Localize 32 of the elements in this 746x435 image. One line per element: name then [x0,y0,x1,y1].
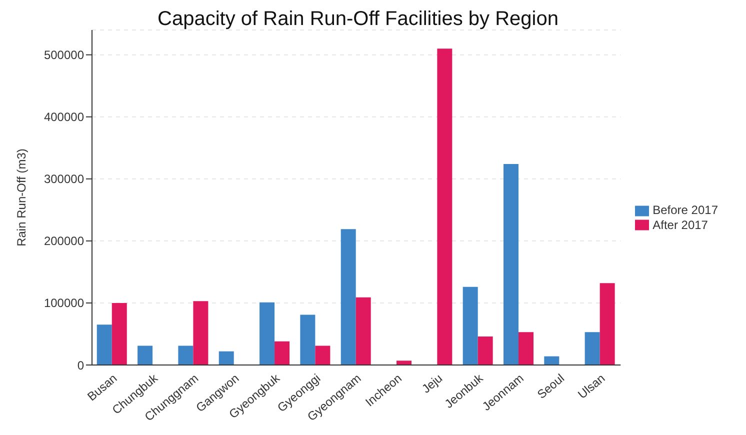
bar [462,286,478,365]
bar [396,360,412,365]
y-tick-label: 300000 [44,172,84,186]
legend-label: After 2017 [652,218,708,232]
bar [437,48,452,365]
bar [218,351,234,365]
legend-label: Before 2017 [652,202,718,217]
bar [544,356,560,365]
bar [478,336,493,365]
chart-title: Capacity of Rain Run-Off Facilities by Region [156,8,560,31]
bar [315,346,330,365]
bar [96,324,112,365]
y-tick-label: 500000 [44,48,84,62]
bar [504,164,518,365]
x-tick-label: Jeju [419,371,446,396]
bar [518,332,534,365]
y-tick-label: 400000 [44,110,84,124]
y-axis-title: Rain Run-Off (m3) [14,148,28,246]
bar [356,297,371,365]
y-tick-label: 200000 [44,234,84,248]
bar [340,229,356,365]
bar [274,341,290,365]
bar [260,302,275,365]
bar [600,283,615,365]
bar [193,301,208,365]
y-tick-label: 100000 [44,296,84,310]
y-tick-label: 0 [77,358,84,372]
bar [300,314,316,365]
bar [112,302,127,365]
bar [138,346,153,365]
bar [584,332,600,365]
bar [178,346,194,365]
